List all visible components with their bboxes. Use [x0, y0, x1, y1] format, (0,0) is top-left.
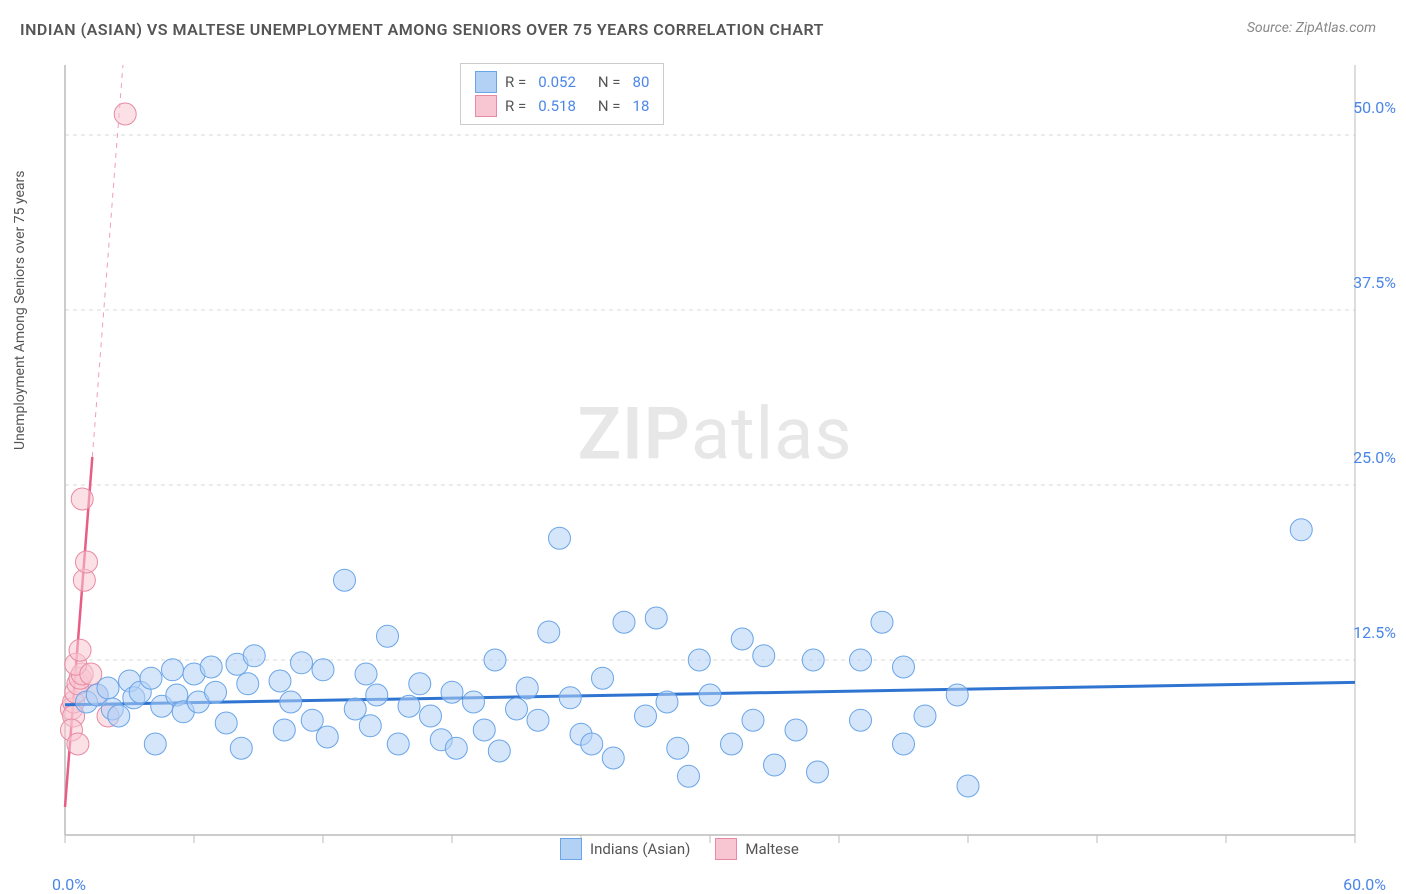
n-label: N = — [598, 70, 621, 94]
source-attribution: Source: ZipAtlas.com — [1247, 20, 1376, 36]
legend-row-maltese: R = 0.518 N = 18 — [475, 94, 649, 118]
legend-swatch-indian — [560, 838, 582, 860]
n-value-maltese: 18 — [633, 94, 650, 118]
y-tick-37: 37.5% — [1353, 273, 1396, 292]
legend-swatch-maltese — [715, 838, 737, 860]
x-tick-60: 60.0% — [1343, 875, 1386, 894]
n-label: N = — [598, 94, 621, 118]
r-value-maltese: 0.518 — [538, 94, 576, 118]
chart-area: ZIPatlas — [55, 60, 1375, 840]
y-tick-12: 12.5% — [1353, 623, 1396, 642]
legend-label-indian: Indians (Asian) — [590, 840, 690, 858]
n-value-indian: 80 — [633, 70, 650, 94]
r-label: R = — [505, 70, 526, 94]
legend-swatch-maltese — [475, 95, 497, 117]
legend-swatch-indian — [475, 71, 497, 93]
scatter-plot-svg — [55, 60, 1375, 860]
legend-item-maltese: Maltese — [715, 838, 798, 860]
r-value-indian: 0.052 — [538, 70, 576, 94]
legend-row-indian: R = 0.052 N = 80 — [475, 70, 649, 94]
legend-label-maltese: Maltese — [745, 840, 798, 858]
y-tick-50: 50.0% — [1353, 98, 1396, 117]
series-legend: Indians (Asian) Maltese — [560, 838, 799, 860]
y-axis-label: Unemployment Among Seniors over 75 years — [12, 171, 28, 451]
chart-title: INDIAN (ASIAN) VS MALTESE UNEMPLOYMENT A… — [20, 20, 824, 39]
x-tick-0: 0.0% — [52, 875, 86, 894]
y-tick-25: 25.0% — [1353, 448, 1396, 467]
r-label: R = — [505, 94, 526, 118]
legend-item-indian: Indians (Asian) — [560, 838, 690, 860]
correlation-legend: R = 0.052 N = 80 R = 0.518 N = 18 — [460, 63, 664, 125]
